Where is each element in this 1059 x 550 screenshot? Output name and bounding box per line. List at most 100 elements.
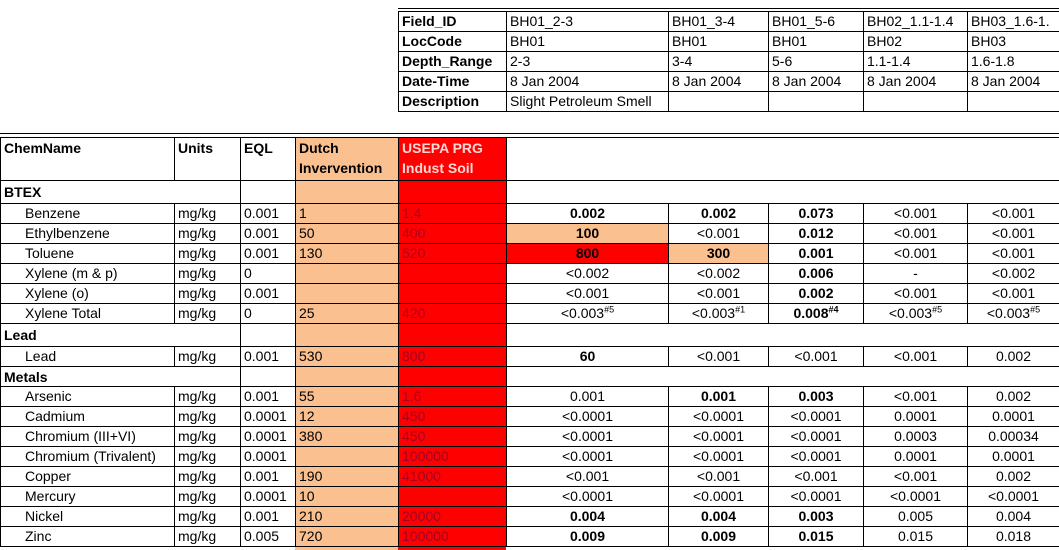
cell-text: 0.005 — [897, 508, 934, 524]
cell-text: <0.0001 — [562, 428, 613, 444]
result-cell: 800 — [506, 243, 669, 264]
cell-text: <0.001 — [893, 225, 938, 241]
units-cell: mg/kg — [174, 506, 241, 527]
cell-text: mg/kg — [178, 508, 217, 524]
field-label: Field_ID — [398, 11, 507, 32]
group-cell — [240, 366, 296, 387]
cell-text: 0.001 — [244, 205, 280, 221]
results-header — [506, 137, 1059, 181]
units-cell: mg/kg — [174, 346, 241, 367]
field-value: 1.1-1.4 — [863, 51, 968, 72]
result-cell: <0.001 — [668, 466, 769, 487]
cell-text: Units — [178, 140, 213, 156]
result-cell: <0.0001 — [668, 426, 769, 447]
usepa-cell — [398, 486, 507, 507]
cell-text: 0.009 — [569, 528, 606, 544]
cell-text: mg/kg — [178, 448, 217, 464]
cell-text: 0.004 — [700, 508, 737, 524]
group-cell — [506, 366, 1059, 387]
cell-text: <0.001 — [893, 205, 938, 221]
cell-text: 41000 — [402, 468, 441, 484]
result-cell: <0.0001 — [668, 406, 769, 427]
cell-text: 450 — [402, 408, 426, 424]
field-value — [768, 91, 864, 112]
cell-text: 0.00034 — [988, 428, 1039, 444]
cell-text: 50 — [299, 225, 315, 241]
cell-text: 2-3 — [510, 53, 531, 69]
field-value: 5-6 — [768, 51, 864, 72]
result-cell: 0.005 — [863, 506, 968, 527]
result-cell: 0.002 — [967, 386, 1059, 407]
cell-text: BH01_3-4 — [672, 13, 736, 29]
cell-text: 0.0003 — [894, 428, 937, 444]
cell-text: <0.0001 — [790, 428, 842, 444]
cell-text: Date-Time — [402, 73, 470, 89]
result-cell: 0.0001 — [967, 446, 1059, 467]
result-cell: 0.0001 — [967, 406, 1059, 427]
cell-text: 0.002 — [700, 205, 737, 221]
cell-text: BH02 — [867, 33, 903, 49]
cell-text: <0.003 — [691, 305, 736, 321]
result-cell: 100 — [506, 223, 669, 244]
group-cell — [398, 323, 507, 347]
eql-cell: 0 — [240, 303, 296, 324]
cell-text: 190 — [299, 468, 323, 484]
cell-text: Arsenic — [25, 388, 72, 404]
result-cell: <0.001 — [668, 283, 769, 304]
result-cell: 300 — [668, 243, 769, 264]
result-cell: <0.001 — [863, 466, 968, 487]
cell-text: Dutch Invervention — [299, 140, 383, 176]
footnote-ref: #5 — [932, 304, 943, 315]
cell-text: 400 — [402, 225, 426, 241]
cell-text: 1.6 — [402, 388, 422, 404]
cell-text: <0.001 — [696, 468, 741, 484]
cell-text: 0.012 — [798, 225, 834, 241]
usepa-cell — [398, 283, 507, 304]
column-header: ChemName — [0, 137, 175, 181]
cell-text: 0.003 — [798, 508, 834, 524]
cell-text: 520 — [402, 245, 426, 261]
result-cell: 0.003 — [768, 386, 864, 407]
field-value: 8 Jan 2004 — [967, 71, 1059, 92]
cell-text: mg/kg — [178, 305, 217, 321]
cell-text: 130 — [299, 245, 323, 261]
result-cell: 0.002 — [967, 466, 1059, 487]
result-cell: 0.002 — [768, 283, 864, 304]
result-cell: - — [863, 263, 968, 284]
cell-text: Cadmium — [25, 408, 85, 424]
cell-text: 0.001 — [700, 388, 737, 404]
cell-text: 800 — [402, 348, 426, 364]
cell-text: 0.001 — [244, 468, 280, 484]
chem-name: Arsenic — [0, 386, 175, 407]
cell-text: Copper — [25, 468, 71, 484]
group-cell — [295, 180, 399, 204]
eql-cell: 0.001 — [240, 243, 296, 264]
cell-text: mg/kg — [178, 348, 217, 364]
result-cell: <0.0001 — [506, 446, 669, 467]
cell-text: <0.0001 — [562, 488, 613, 504]
units-cell: mg/kg — [174, 386, 241, 407]
field-value: BH01 — [768, 31, 864, 52]
cell-text: BH01 — [772, 33, 808, 49]
cell-text: 0.004 — [569, 508, 606, 524]
cell-text: 0.018 — [995, 528, 1032, 544]
cell-text: Xylene (m & p) — [25, 265, 118, 281]
cell-text: 0.004 — [995, 508, 1032, 524]
result-cell: 0.006 — [768, 263, 864, 284]
field-value: BH01_5-6 — [768, 11, 864, 32]
result-cell: 0.073 — [768, 203, 864, 224]
cell-text: 55 — [299, 388, 315, 404]
cell-text: 0.001 — [569, 388, 606, 404]
cell-text: 0.0001 — [894, 408, 937, 424]
result-cell: 0.00034 — [967, 426, 1059, 447]
result-cell: 0.0001 — [863, 446, 968, 467]
cell-text: 450 — [402, 428, 426, 444]
cell-text: Xylene (o) — [25, 285, 89, 301]
cell-text: <0.0001 — [693, 428, 744, 444]
cell-text: Toluene — [25, 245, 75, 261]
field-value: BH03_1.6-1. — [967, 11, 1059, 32]
dutch-cell — [295, 283, 399, 304]
dutch-cell: 720 — [295, 526, 399, 547]
result-cell: <0.001 — [863, 243, 968, 264]
cell-text: 0.001 — [244, 388, 280, 404]
